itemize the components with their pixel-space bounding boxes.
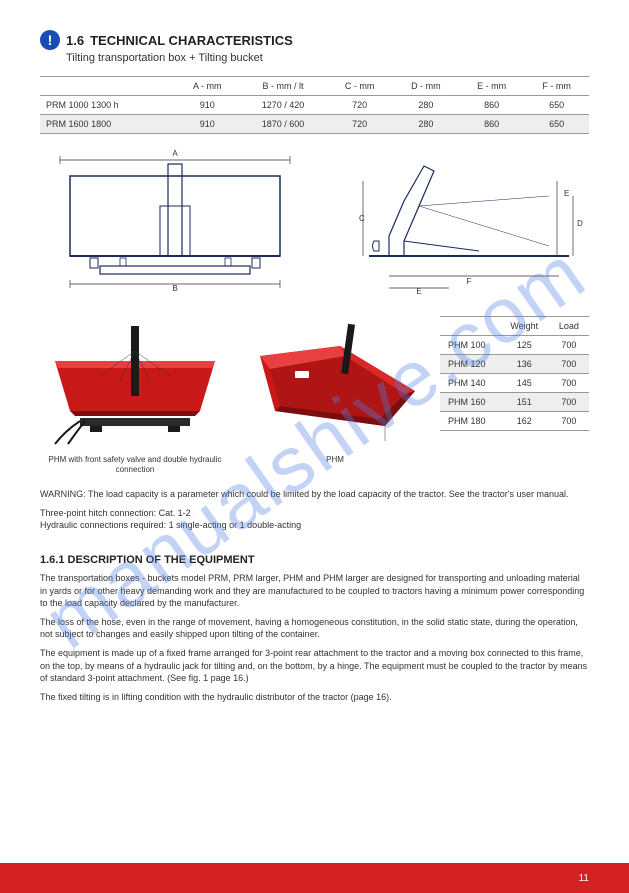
table-row: PHM 100125700 (440, 336, 589, 355)
drawing-side-view: C E D F E (349, 146, 589, 296)
table-row: PRM 1600 1800 910 1870 / 600 720 280 860… (40, 115, 589, 134)
th: E - mm (459, 77, 524, 96)
photo-label-middle: PHM (240, 455, 430, 465)
three-point-text: Three-point hitch connection: Cat. 1-2 H… (40, 507, 589, 532)
photo-label-left: PHM with front safety valve and double h… (40, 455, 230, 474)
td: 1270 / 420 (240, 96, 327, 115)
td: 720 (327, 115, 393, 134)
th (40, 77, 175, 96)
photos-row: PHM with front safety valve and double h… (40, 316, 589, 474)
table-row: PHM 140145700 (440, 374, 589, 393)
th: Weight (500, 317, 549, 336)
dim-a: A (172, 149, 178, 158)
td: 280 (393, 96, 459, 115)
td: PRM 1600 1800 (40, 115, 175, 134)
weight-table: Weight Load PHM 100125700 PHM 120136700 … (440, 316, 589, 431)
table-header-row: A - mm B - mm / lt C - mm D - mm E - mm … (40, 77, 589, 96)
desc-para: The transportation boxes - buckets model… (40, 572, 589, 610)
warning-block: WARNING: The load capacity is a paramete… (40, 488, 589, 532)
table-row: PRM 1000 1300 h 910 1270 / 420 720 280 8… (40, 96, 589, 115)
dim-d: D (577, 219, 583, 228)
desc-para: The fixed tilting is in lifting conditio… (40, 691, 589, 704)
td: 280 (393, 115, 459, 134)
technical-drawings: A B (40, 146, 589, 296)
table-row: PHM 120136700 (440, 355, 589, 374)
th: A - mm (175, 77, 240, 96)
th: F - mm (524, 77, 589, 96)
description-body: The transportation boxes - buckets model… (40, 572, 589, 703)
dim-f: F (467, 277, 472, 286)
table-header-row: Weight Load (440, 317, 589, 336)
td: 910 (175, 115, 240, 134)
th: C - mm (327, 77, 393, 96)
header: ! 1.6 TECHNICAL CHARACTERISTICS Tilting … (40, 30, 589, 64)
th (440, 317, 500, 336)
info-icon: ! (40, 30, 60, 50)
footer: 11 (0, 863, 629, 893)
description-title: 1.6.1 DESCRIPTION OF THE EQUIPMENT (40, 554, 589, 566)
td: 860 (459, 96, 524, 115)
desc-para: The loss of the hose, even in the range … (40, 616, 589, 641)
drawing-front-view: A B (40, 146, 310, 296)
warning-text: WARNING: The load capacity is a paramete… (40, 488, 589, 501)
dim-b: B (172, 284, 177, 293)
dim-e2: E (416, 287, 421, 296)
subtitle: Tilting transportation box + Tilting buc… (66, 52, 589, 64)
td: 860 (459, 115, 524, 134)
dim-c: C (359, 214, 365, 223)
th: B - mm / lt (240, 77, 327, 96)
page-content: ! 1.6 TECHNICAL CHARACTERISTICS Tilting … (0, 0, 629, 893)
td: 650 (524, 96, 589, 115)
th: Load (549, 317, 589, 336)
dim-e: E (564, 189, 569, 198)
th: D - mm (393, 77, 459, 96)
desc-para: The equipment is made up of a fixed fram… (40, 647, 589, 685)
photo-left: PHM with front safety valve and double h… (40, 316, 230, 474)
spec-table: A - mm B - mm / lt C - mm D - mm E - mm … (40, 76, 589, 134)
footer-page-number: 11 (579, 873, 589, 884)
photo-middle: PHM (240, 316, 430, 465)
section-title: ! 1.6 TECHNICAL CHARACTERISTICS (40, 30, 589, 50)
table-row: PHM 180162700 (440, 412, 589, 431)
td: PRM 1000 1300 h (40, 96, 175, 115)
section-title-text: TECHNICAL CHARACTERISTICS (90, 33, 293, 48)
td: 650 (524, 115, 589, 134)
td: 720 (327, 96, 393, 115)
table-row: PHM 160151700 (440, 393, 589, 412)
td: 910 (175, 96, 240, 115)
section-number: 1.6 (66, 33, 84, 48)
td: 1870 / 600 (240, 115, 327, 134)
